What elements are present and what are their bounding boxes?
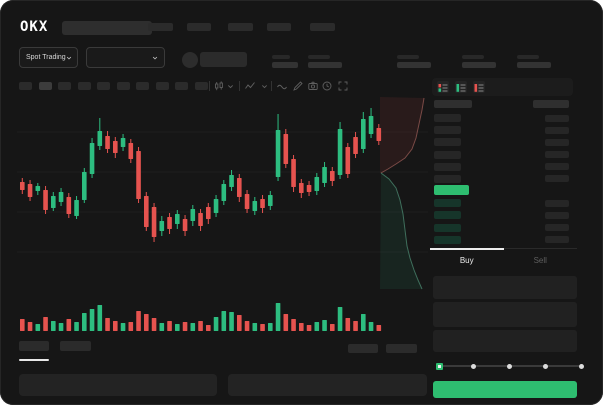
ask-row[interactable] <box>433 161 573 173</box>
orderbook-mode-bids-icon[interactable] <box>455 81 467 93</box>
timeframe-button[interactable] <box>155 82 169 90</box>
nav-item[interactable] <box>187 23 211 31</box>
coin-avatar[interactable] <box>182 52 198 68</box>
chevron-down-icon[interactable] <box>227 83 234 90</box>
stat-placeholder <box>517 62 551 68</box>
market-type-dropdown[interactable]: Spot Trading <box>19 47 78 68</box>
nav-item[interactable] <box>267 23 291 31</box>
bottom-tab-active[interactable] <box>19 341 49 351</box>
nav-item[interactable] <box>148 23 173 31</box>
order-book <box>433 99 573 246</box>
stat-placeholder <box>517 55 539 59</box>
nav-item[interactable] <box>310 23 335 31</box>
okx-logo: OKX <box>20 19 49 35</box>
chevron-down-icon <box>66 56 71 59</box>
bottom-action-placeholder[interactable] <box>348 344 378 353</box>
divider <box>239 81 240 91</box>
search-input[interactable] <box>62 21 152 35</box>
ask-row[interactable] <box>433 149 573 161</box>
total-input[interactable] <box>433 330 577 352</box>
stat-placeholder <box>308 62 342 68</box>
bottom-tab[interactable] <box>60 341 91 351</box>
stat-placeholder <box>272 62 298 68</box>
fullscreen-icon[interactable] <box>338 81 348 91</box>
tab-sell-label: Sell <box>533 255 547 265</box>
timeframe-button[interactable] <box>175 82 188 90</box>
trade-tabs: Buy Sell <box>430 248 577 270</box>
orderbook-mode-both-icon[interactable] <box>437 81 449 93</box>
stat-placeholder <box>462 55 484 59</box>
buy-button[interactable] <box>433 381 577 398</box>
stat-placeholder <box>397 62 431 68</box>
timeframe-button[interactable] <box>136 82 149 90</box>
bid-row[interactable] <box>433 222 573 234</box>
pair-name-placeholder[interactable] <box>200 52 247 67</box>
active-tab-underline <box>19 359 49 361</box>
ask-row[interactable] <box>433 173 573 185</box>
timeframe-button[interactable] <box>38 82 52 90</box>
slider-stop[interactable] <box>506 363 512 369</box>
chevron-down-icon[interactable] <box>261 83 268 90</box>
ask-row[interactable] <box>433 136 573 148</box>
camera-icon[interactable] <box>308 81 318 91</box>
slider-stop[interactable] <box>578 363 584 369</box>
orderbook-mode-asks-icon[interactable] <box>473 81 485 93</box>
wave-tool-icon[interactable] <box>277 82 287 92</box>
price-input[interactable] <box>433 276 577 299</box>
pencil-icon[interactable] <box>293 81 303 91</box>
bottom-action-placeholder[interactable] <box>386 344 417 353</box>
bottom-panel-left <box>19 374 217 396</box>
history-icon[interactable] <box>322 81 332 91</box>
market-type-label: Spot Trading <box>26 54 66 61</box>
divider <box>271 81 272 91</box>
timeframe-button[interactable] <box>77 82 91 90</box>
tab-buy[interactable]: Buy <box>430 248 504 270</box>
bid-row[interactable] <box>433 209 573 221</box>
stat-placeholder <box>308 55 330 59</box>
timeframe-button[interactable] <box>19 82 32 90</box>
indicators-icon[interactable] <box>245 81 255 91</box>
last-price-highlight[interactable] <box>433 185 573 197</box>
ask-row[interactable] <box>433 112 573 124</box>
ask-row[interactable] <box>433 124 573 136</box>
stat-placeholder <box>397 55 419 59</box>
candlestick-style-icon[interactable] <box>214 81 224 91</box>
timeframe-button[interactable] <box>58 82 71 90</box>
timeframe-button[interactable] <box>194 82 208 90</box>
slider-stop[interactable] <box>542 363 548 369</box>
stat-placeholder <box>272 55 290 59</box>
slider-stop[interactable] <box>470 363 476 369</box>
divider <box>209 81 210 91</box>
amount-input[interactable] <box>433 302 577 327</box>
stat-placeholder <box>462 62 496 68</box>
nav-item[interactable] <box>228 23 253 31</box>
pair-dropdown[interactable] <box>86 47 165 68</box>
timeframe-button[interactable] <box>116 82 130 90</box>
bid-row[interactable] <box>433 197 573 209</box>
chevron-down-icon <box>152 56 158 59</box>
bid-row[interactable] <box>433 234 573 246</box>
slider-handle[interactable] <box>436 362 443 370</box>
tab-sell[interactable]: Sell <box>503 248 577 270</box>
tab-buy-label: Buy <box>459 255 474 265</box>
timeframe-button[interactable] <box>97 82 110 90</box>
orderbook-toolbar <box>432 78 573 96</box>
orderbook-header <box>433 99 573 112</box>
bottom-panel-right <box>228 374 427 396</box>
